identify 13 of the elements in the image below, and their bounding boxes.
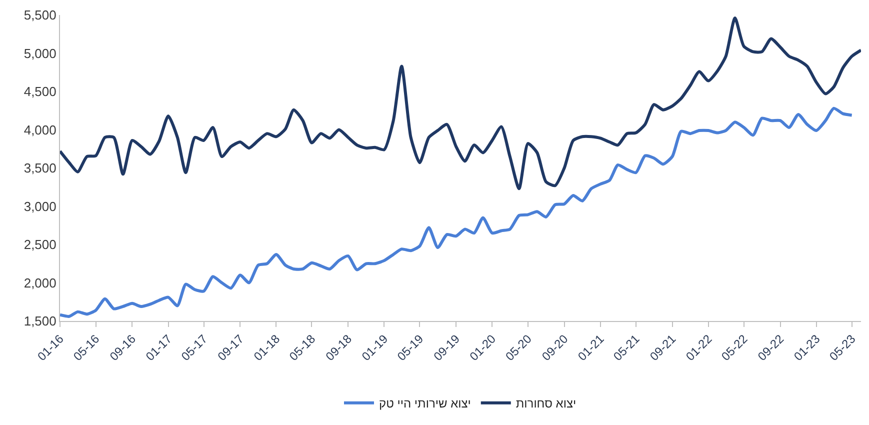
legend-label: יצוא סחורות: [516, 396, 576, 410]
line-series: [60, 106, 854, 318]
y-tick-label: 4,500: [24, 84, 56, 100]
y-tick-label: 5,500: [24, 8, 56, 23]
y-tick-label: 1,500: [24, 314, 56, 329]
y-tick-label: 2,000: [24, 275, 56, 290]
y-tick-label: 3,000: [24, 198, 56, 214]
legend-label: יצוא שירותי היי טק: [379, 396, 471, 410]
y-tick-label: 2,500: [24, 237, 56, 252]
line-series: [60, 16, 861, 190]
y-tick-label: 3,500: [24, 160, 56, 176]
y-tick-label: 5,000: [24, 46, 56, 61]
y-tick-label: 4,000: [24, 122, 56, 138]
